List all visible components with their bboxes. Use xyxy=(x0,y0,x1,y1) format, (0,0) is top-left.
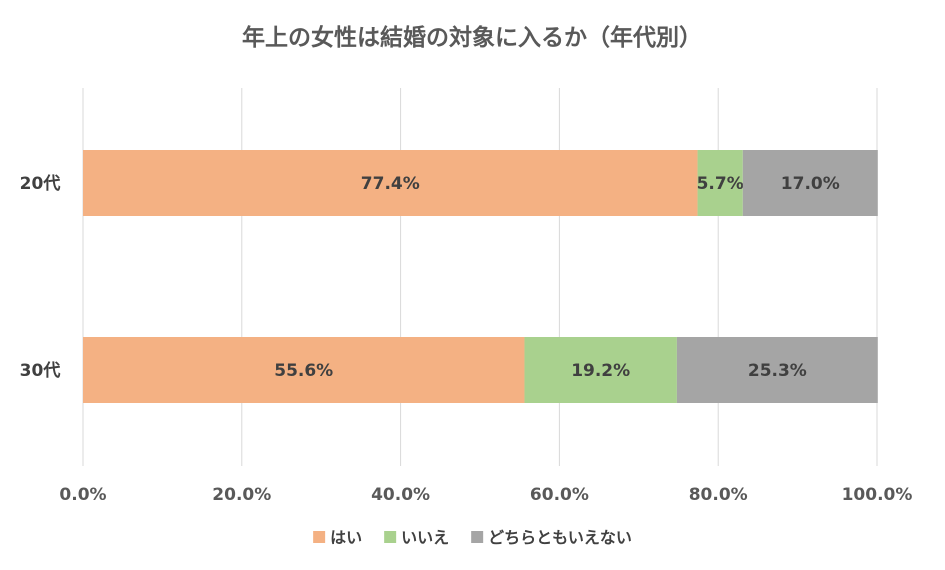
bar-segment xyxy=(742,150,878,216)
x-tick-label: 100.0% xyxy=(842,485,913,505)
bar-segment xyxy=(697,150,743,216)
category-label: 20代 xyxy=(20,173,61,194)
bar-segment xyxy=(524,337,677,403)
gridlines xyxy=(82,88,878,466)
chart-title: 年上の女性は結婚の対象に入るか（年代別） xyxy=(242,24,702,51)
bar-segment xyxy=(83,337,525,403)
x-tick-label: 20.0% xyxy=(212,485,271,505)
x-tick-label: 40.0% xyxy=(371,485,430,505)
legend-label: どちらともいえない xyxy=(488,528,632,547)
data-label: 5.7% xyxy=(697,174,744,194)
legend-swatch xyxy=(471,531,484,543)
legend-label: はい xyxy=(330,528,362,547)
x-tick-label: 60.0% xyxy=(530,485,589,505)
bar-segment xyxy=(676,337,878,403)
x-tick-label: 80.0% xyxy=(689,485,748,505)
x-tick-label: 0.0% xyxy=(59,485,106,505)
category-label: 30代 xyxy=(20,360,61,381)
legend-swatch xyxy=(313,531,326,543)
bar-segment xyxy=(83,150,698,216)
legend-swatch xyxy=(384,531,397,543)
category-axis: 20代 30代 xyxy=(20,173,61,381)
bars: 77.4% 5.7% 17.0% 55.6% 19.2% 25.3% xyxy=(83,150,878,403)
legend-label: いいえ xyxy=(401,528,449,547)
legend: はい いいえ どちらともいえない xyxy=(313,528,632,547)
data-label: 19.2% xyxy=(571,361,630,381)
data-label: 25.3% xyxy=(748,361,807,381)
data-label: 77.4% xyxy=(361,174,420,194)
data-label: 17.0% xyxy=(781,174,840,194)
value-axis: 0.0% 20.0% 40.0% 60.0% 80.0% 100.0% xyxy=(59,485,912,505)
data-label: 55.6% xyxy=(274,361,333,381)
